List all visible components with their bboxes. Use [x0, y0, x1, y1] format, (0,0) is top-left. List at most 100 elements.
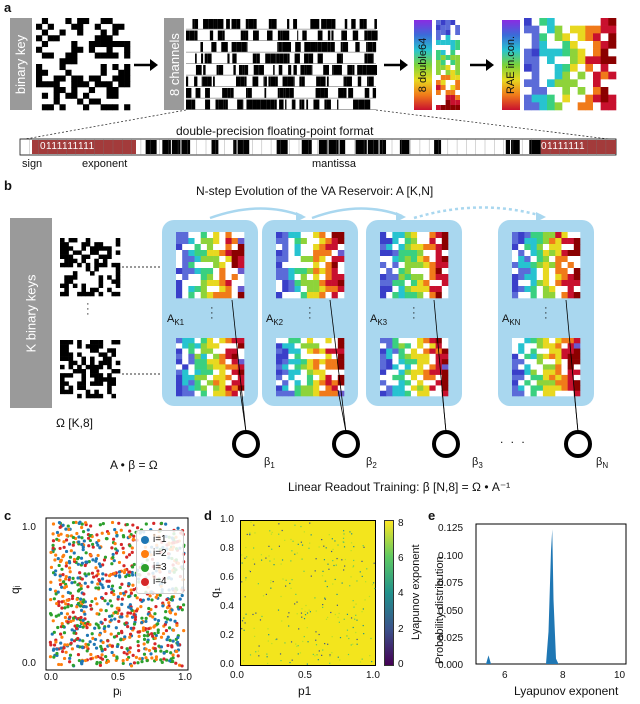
heatmap-speck [309, 522, 311, 524]
heatmap-speck [316, 654, 318, 656]
scatter-point [63, 606, 67, 610]
scatter-point [132, 622, 137, 626]
legend-label: i=2 [153, 548, 167, 559]
heatmap-speck [337, 544, 339, 546]
heatmap-speck [352, 566, 354, 568]
scatter-point [83, 521, 88, 525]
scatter-point [128, 535, 132, 539]
scatter-point [170, 595, 174, 599]
heatmap-speck [353, 559, 355, 562]
scatter-point [106, 639, 110, 643]
scatter-point [166, 643, 170, 648]
heatmap-speck [341, 559, 343, 561]
evolution-title: N-step Evolution of the VA Reservoir: A … [196, 184, 434, 198]
scatter-point [167, 601, 171, 605]
scatter-point [95, 533, 99, 537]
beta-node-n [564, 430, 592, 458]
heatmap-speck [305, 604, 307, 607]
heatmap-speck [285, 585, 287, 587]
legend-marker [141, 577, 149, 586]
heatmap-speck [271, 531, 273, 534]
scatter-point [82, 592, 86, 596]
scatter-point [50, 632, 54, 636]
heatmap-speck [257, 650, 260, 652]
scatter-point [55, 647, 59, 651]
scatter-point [171, 628, 176, 632]
heatmap-speck [323, 545, 325, 547]
channels-label: 8 channels [164, 18, 184, 110]
scatter-point [72, 551, 76, 555]
scatter-point [80, 542, 84, 547]
heatmap-speck [322, 570, 324, 572]
scatter-point [90, 580, 94, 584]
scatter-point [88, 623, 92, 627]
heatmap-speck [372, 582, 375, 584]
heatmap-speck [321, 654, 323, 656]
scatter-point [56, 590, 60, 594]
heatmap-speck [245, 613, 247, 615]
scatter-point [115, 606, 119, 610]
heatmap-speck [296, 645, 298, 647]
scatter-point [147, 648, 152, 653]
scatter-point [137, 649, 141, 653]
heatmap-speck [352, 565, 355, 567]
scatter-point [85, 633, 90, 638]
scatter-point [67, 559, 71, 564]
heatmap-speck [371, 660, 373, 663]
e-xlabel: Lyapunov exponent [514, 684, 619, 698]
scatter-point [60, 606, 64, 610]
heatmap-speck [359, 571, 361, 573]
scatter-point [171, 656, 175, 660]
heatmap-speck [370, 637, 372, 640]
heatmap-speck [291, 579, 293, 581]
scatter-point [150, 656, 154, 660]
scatter-point [81, 618, 85, 622]
scatter-point [110, 644, 115, 648]
scatter-point [85, 626, 89, 630]
scatter-point [134, 609, 139, 613]
scatter-point [92, 575, 96, 579]
scatter-point [104, 654, 108, 659]
scatter-point [52, 597, 56, 601]
heatmap-speck [361, 611, 363, 613]
scatter-point [48, 655, 53, 659]
heatmap-speck [241, 554, 243, 556]
scatter-point [141, 626, 146, 630]
scatter-point [165, 637, 169, 642]
scatter-point [110, 520, 115, 525]
scatter-point [120, 597, 124, 601]
scatter-point [59, 646, 63, 650]
heatmap-speck [354, 618, 356, 620]
scatter-point [91, 636, 95, 640]
legend-label: i=3 [153, 562, 167, 573]
scatter-point [67, 527, 71, 532]
scatter-point [112, 592, 116, 597]
heatmap-speck [350, 550, 352, 552]
heatmap-speck [332, 548, 334, 551]
scatter-point [141, 628, 145, 632]
heatmap-speck [325, 618, 328, 620]
scatter-point [58, 574, 62, 578]
scatter-point [164, 522, 168, 526]
scatter-point [139, 605, 143, 609]
scatter-point [89, 657, 93, 661]
heatmap-speck [273, 558, 275, 560]
scatter-point [112, 653, 116, 657]
scatter-point [62, 580, 66, 584]
scatter-point [159, 658, 163, 662]
scatter-point [91, 545, 95, 549]
scatter-point [104, 609, 108, 613]
scatter-point [110, 590, 114, 595]
scatter-point [48, 587, 52, 591]
heatmap-speck [328, 568, 330, 570]
heatmap-speck [331, 550, 333, 553]
scatter-point [132, 588, 136, 592]
heatmap-speck [322, 606, 324, 608]
scatter-point [121, 551, 126, 555]
scatter-point [142, 642, 146, 646]
scatter-point [78, 624, 82, 629]
scatter-point [153, 649, 158, 653]
scatter-point [161, 604, 165, 608]
heatmap-speck [350, 576, 352, 578]
scatter-point [51, 522, 56, 526]
